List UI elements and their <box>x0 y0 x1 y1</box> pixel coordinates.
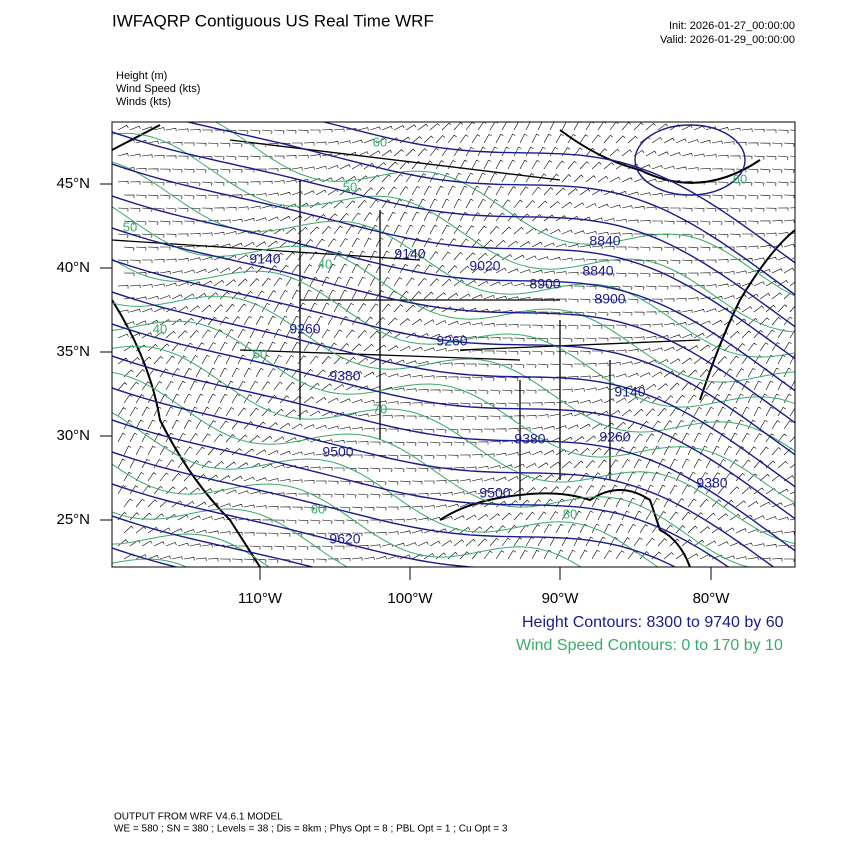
height-contour <box>112 419 730 567</box>
height-legend: Height Contours: 8300 to 9740 by 60 <box>522 614 784 631</box>
speed-contour <box>112 132 795 333</box>
speed-label: 50 <box>343 179 357 194</box>
speed-contour <box>112 371 751 567</box>
map-frame <box>111 121 796 568</box>
height-label: 9620 <box>329 531 360 547</box>
field-label: Winds (kts) <box>116 96 171 108</box>
height-label: 8900 <box>529 276 560 292</box>
title: IWFAQRP Contiguous US Real Time WRF <box>112 11 434 30</box>
speed-label: 70 <box>373 401 387 416</box>
height-contour <box>112 131 795 328</box>
speed-label: 60 <box>253 346 267 361</box>
map-area: 9140 9140 9020 8900 8840 8840 8900 9260 9260 9380… <box>112 122 795 567</box>
height-contour <box>185 122 795 296</box>
speed-label: 60 <box>373 134 387 149</box>
lat-label: 25°N <box>56 511 90 528</box>
lat-label: 40°N <box>56 259 90 276</box>
lon-label: 80°W <box>693 590 731 607</box>
field-label: Height (m) <box>116 70 167 82</box>
height-label: 9500 <box>479 485 510 501</box>
speed-label: 50 <box>123 219 137 234</box>
valid-time: Valid: 2026-01-29_00:00:00 <box>660 34 795 46</box>
low-center <box>634 124 746 196</box>
height-label: 8840 <box>582 263 613 279</box>
height-contour <box>112 195 795 392</box>
lon-label: 90°W <box>542 590 580 607</box>
coastline <box>112 124 795 567</box>
wind-legend: Wind Speed Contours: 0 to 170 by 10 <box>516 637 783 654</box>
height-label: 9500 <box>322 444 353 460</box>
speed-contour <box>112 508 349 567</box>
footer-line: OUTPUT FROM WRF V4.6.1 MODEL <box>114 812 283 823</box>
height-label: 9140 <box>394 246 425 262</box>
height-label: 9140 <box>614 384 645 400</box>
height-label: 8900 <box>594 291 625 307</box>
height-label: 9140 <box>249 251 280 267</box>
speed-label: 60 <box>733 171 747 186</box>
lat-label: 30°N <box>56 427 90 444</box>
field-label: Wind Speed (kts) <box>116 83 200 95</box>
height-contour <box>112 291 795 488</box>
speed-label: 40 <box>153 321 167 336</box>
height-contour <box>112 259 795 456</box>
height-label: 9020 <box>469 258 500 274</box>
footer-line: WE = 580 ; SN = 380 ; Levels = 38 ; Dis … <box>114 824 508 835</box>
speed-label: 60 <box>311 501 325 516</box>
speed-label: 80 <box>563 506 577 521</box>
speed-contour <box>214 122 795 297</box>
speed-contour <box>112 533 270 567</box>
init-time: Init: 2026-01-27_00:00:00 <box>669 20 795 32</box>
speed-contour <box>112 463 582 567</box>
height-contour <box>112 323 795 520</box>
speed-contour <box>112 411 659 567</box>
height-contour <box>112 515 316 567</box>
lat-label: 35°N <box>56 343 90 360</box>
speed-label: 40 <box>318 256 332 271</box>
height-contour <box>321 122 795 264</box>
height-contour <box>112 227 795 424</box>
height-label: 9380 <box>514 431 545 447</box>
speed-contour <box>112 295 795 452</box>
height-contour <box>112 387 775 567</box>
height-contour <box>112 163 795 360</box>
speed-contour <box>112 161 795 358</box>
lon-label: 110°W <box>238 590 283 607</box>
height-label: 8840 <box>589 233 620 249</box>
speed-contour <box>112 558 188 567</box>
lon-label: 100°W <box>387 590 433 607</box>
height-contour <box>112 355 795 552</box>
height-label: 9260 <box>599 429 630 445</box>
height-label: 9260 <box>289 321 320 337</box>
speed-contour <box>112 206 795 383</box>
height-contour <box>112 451 677 567</box>
height-label: 9380 <box>329 368 360 384</box>
speed-contour <box>112 345 795 544</box>
height-contour <box>112 483 485 567</box>
lat-label: 45°N <box>56 175 90 192</box>
height-label: 9380 <box>696 475 727 491</box>
height-label: 9260 <box>436 333 467 349</box>
